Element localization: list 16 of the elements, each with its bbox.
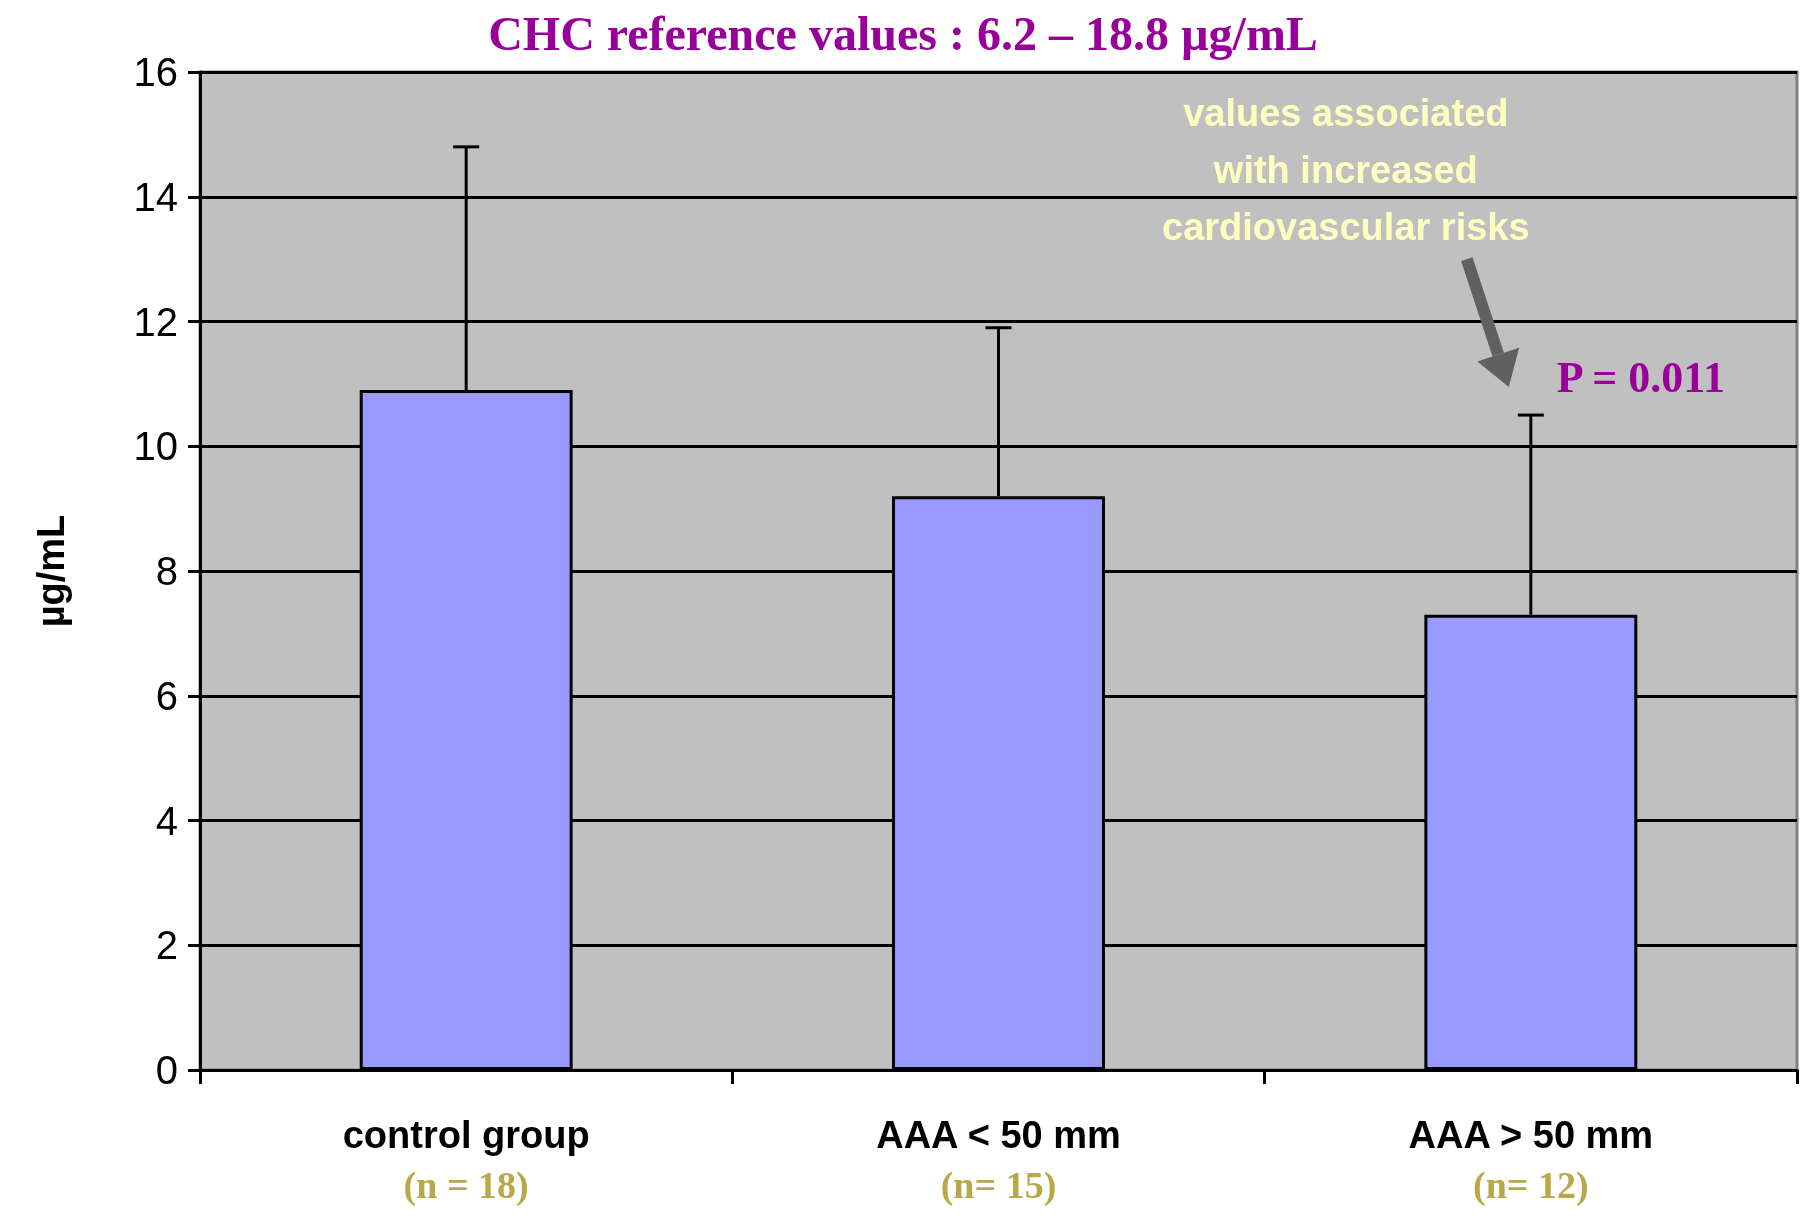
annotation: P = 0.011 <box>1556 353 1725 403</box>
y-tick-label: 10 <box>133 424 178 469</box>
y-tick-label: 12 <box>133 299 178 344</box>
y-axis-title: µg/mL <box>30 514 72 628</box>
x-tick-label: AAA < 50 mm (n= 15) <box>876 1114 1121 1207</box>
y-tick-label: 4 <box>155 798 178 843</box>
x-tick-label: AAA > 50 mm (n= 12) <box>1408 1114 1654 1207</box>
chart-title: CHC reference values : 6.2 – 18.8 µg/mL <box>488 6 1318 60</box>
y-tick-label: 2 <box>155 923 178 968</box>
y-tick-label: 8 <box>155 549 178 593</box>
annotation: values associated with increased cardiovascular risks <box>1162 91 1530 248</box>
y-tick-label: 14 <box>133 174 178 219</box>
y-tick-label: 16 <box>133 50 178 94</box>
y-tick-label: 6 <box>155 673 178 718</box>
y-tick-label: 0 <box>155 1048 178 1092</box>
x-tick-label: control group (n = 18) <box>342 1114 590 1207</box>
